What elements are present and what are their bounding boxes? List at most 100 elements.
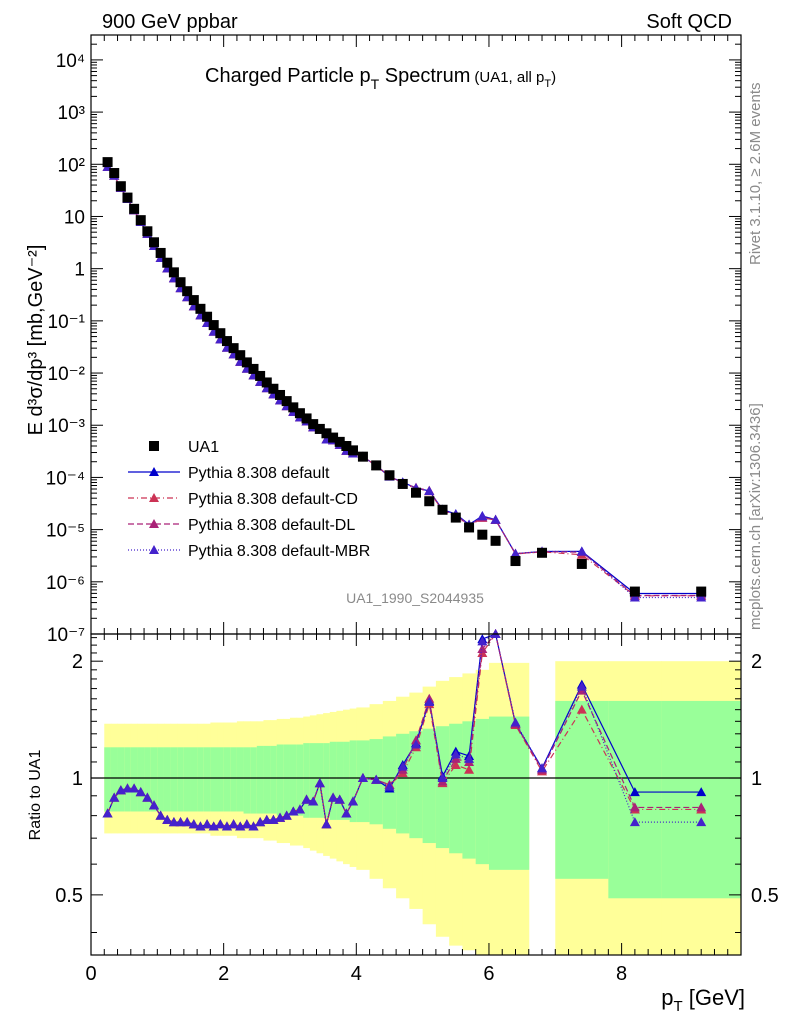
ua1-data-point bbox=[175, 277, 186, 288]
green-band bbox=[170, 747, 178, 812]
ua1-data-point bbox=[102, 157, 113, 168]
header-right: Soft QCD bbox=[646, 11, 732, 33]
green-band bbox=[236, 747, 245, 812]
legend-marker bbox=[149, 545, 159, 554]
x-tick-label: 6 bbox=[483, 963, 494, 985]
ratio-point bbox=[371, 774, 382, 784]
x-tick-label: 2 bbox=[218, 963, 229, 985]
ua1-data-point bbox=[155, 247, 166, 258]
ua1-data-point bbox=[510, 556, 521, 567]
ratio-point bbox=[102, 808, 113, 818]
ua1-data-point bbox=[135, 215, 146, 226]
green-band bbox=[250, 747, 258, 814]
ratio-point bbox=[510, 717, 521, 727]
green-band bbox=[223, 747, 231, 812]
green-band bbox=[243, 747, 251, 814]
ratio-tick-label-right: 1 bbox=[751, 768, 762, 790]
series-point bbox=[576, 546, 587, 556]
green-band bbox=[230, 747, 238, 812]
ua1-data-point bbox=[188, 295, 199, 306]
x-axis-label: pT [GeV] bbox=[661, 985, 745, 1015]
ua1-data-point bbox=[696, 586, 707, 597]
ua1-data-point bbox=[149, 237, 160, 248]
ratio-point bbox=[129, 783, 140, 793]
ua1-data-point bbox=[129, 203, 140, 214]
ratio-point bbox=[241, 819, 252, 829]
ua1-data-point bbox=[537, 547, 548, 558]
ua1-data-point bbox=[397, 478, 408, 489]
ua1-data-point bbox=[268, 383, 279, 394]
header-left: 900 GeV ppbar bbox=[102, 11, 238, 33]
ratio-point bbox=[248, 821, 259, 831]
chart-title: Charged Particle pT Spectrum (UA1, all pT… bbox=[205, 65, 556, 92]
ratio-point bbox=[411, 739, 421, 749]
green-band bbox=[329, 741, 337, 820]
green-band bbox=[283, 744, 291, 816]
ua1-data-point bbox=[115, 181, 126, 192]
green-band bbox=[449, 723, 463, 854]
ua1-data-point bbox=[490, 535, 501, 546]
green-band bbox=[217, 747, 225, 812]
ua1-data-point bbox=[629, 586, 640, 597]
green-band bbox=[608, 700, 662, 899]
y-tick-label: 10³ bbox=[58, 103, 85, 124]
green-band bbox=[190, 747, 198, 812]
green-band bbox=[661, 700, 742, 899]
ua1-data-point bbox=[341, 441, 352, 452]
green-band bbox=[323, 743, 331, 818]
ratio-point bbox=[109, 792, 120, 802]
ua1-data-point bbox=[248, 363, 259, 374]
ua1-data-point bbox=[357, 451, 368, 462]
green-band bbox=[336, 741, 344, 820]
ratio-tick-label-right: 0.5 bbox=[751, 885, 779, 907]
legend: UA1 Pythia 8.308 default Pythia 8.308 defa… bbox=[128, 439, 370, 560]
series-point bbox=[629, 592, 640, 602]
ua1-data-point bbox=[142, 226, 153, 237]
ratio-point bbox=[162, 814, 173, 824]
ratio-y-axis-label: Ratio to UA1 bbox=[27, 750, 44, 841]
ratio-point bbox=[450, 749, 461, 759]
green-band bbox=[150, 747, 158, 812]
ua1-data-point bbox=[308, 419, 319, 430]
ratio-tick-label: 1 bbox=[72, 768, 83, 790]
green-band bbox=[289, 744, 298, 816]
ratio-point bbox=[397, 761, 408, 771]
green-band bbox=[462, 721, 477, 859]
ratio-point bbox=[576, 681, 587, 691]
x-tick-label: 4 bbox=[351, 963, 362, 985]
ratio-point bbox=[464, 764, 475, 774]
ratio-point bbox=[135, 787, 146, 797]
ratio-point bbox=[696, 802, 707, 812]
ua1-data-point bbox=[221, 336, 232, 347]
y-tick-label: 10⁴ bbox=[56, 51, 85, 72]
ua1-data-point bbox=[464, 522, 475, 533]
ratio-point bbox=[122, 783, 133, 793]
ua1-data-point bbox=[347, 445, 358, 456]
x-tick-label: 0 bbox=[85, 963, 96, 985]
green-band bbox=[104, 747, 112, 812]
mcplots-label: mcplots.cern.ch [arXiv:1306.3436] bbox=[747, 403, 764, 630]
ua1-data-point bbox=[122, 192, 133, 203]
ratio-point bbox=[629, 802, 640, 812]
ratio-point bbox=[215, 819, 226, 829]
legend-marker-ua1 bbox=[149, 441, 159, 451]
green-band bbox=[203, 747, 211, 812]
green-band bbox=[210, 747, 218, 812]
green-band bbox=[256, 745, 264, 814]
ratio-point bbox=[142, 792, 153, 802]
ua1-data-point bbox=[328, 432, 339, 443]
ratio-frame bbox=[90, 633, 742, 956]
ratio-point bbox=[175, 817, 186, 827]
legend-marker bbox=[149, 519, 159, 528]
green-band bbox=[137, 747, 145, 812]
green-band bbox=[183, 747, 191, 812]
rivet-label: Rivet 3.1.10, ≥ 2.6M events bbox=[747, 83, 764, 266]
legend-label: Pythia 8.308 default-MBR bbox=[188, 543, 370, 560]
legend-label: Pythia 8.308 default bbox=[188, 465, 330, 482]
ratio-point bbox=[437, 773, 448, 783]
y-axis-label: E d³σ/dp³ [mb,GeV⁻²] bbox=[25, 245, 47, 436]
green-band bbox=[488, 716, 530, 870]
series-point bbox=[424, 485, 435, 495]
ratio-point bbox=[537, 763, 548, 773]
